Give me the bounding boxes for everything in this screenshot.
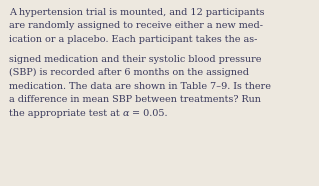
Text: = 0.05.: = 0.05. [129,108,168,118]
Text: A hypertension trial is mounted, and 12 participants: A hypertension trial is mounted, and 12 … [9,8,264,17]
Text: α: α [123,108,129,118]
Text: are randomly assigned to receive either a new med-: are randomly assigned to receive either … [9,22,263,31]
Text: ication or a placebo. Each participant takes the as-: ication or a placebo. Each participant t… [9,35,257,44]
Text: the appropriate test at: the appropriate test at [9,108,123,118]
Text: a difference in mean SBP between treatments? Run: a difference in mean SBP between treatme… [9,95,261,104]
Text: medication. The data are shown in Table 7–9. Is there: medication. The data are shown in Table … [9,81,271,91]
Text: (SBP) is recorded after 6 months on the assigned: (SBP) is recorded after 6 months on the … [9,68,249,77]
Text: signed medication and their systolic blood pressure: signed medication and their systolic blo… [9,54,262,63]
